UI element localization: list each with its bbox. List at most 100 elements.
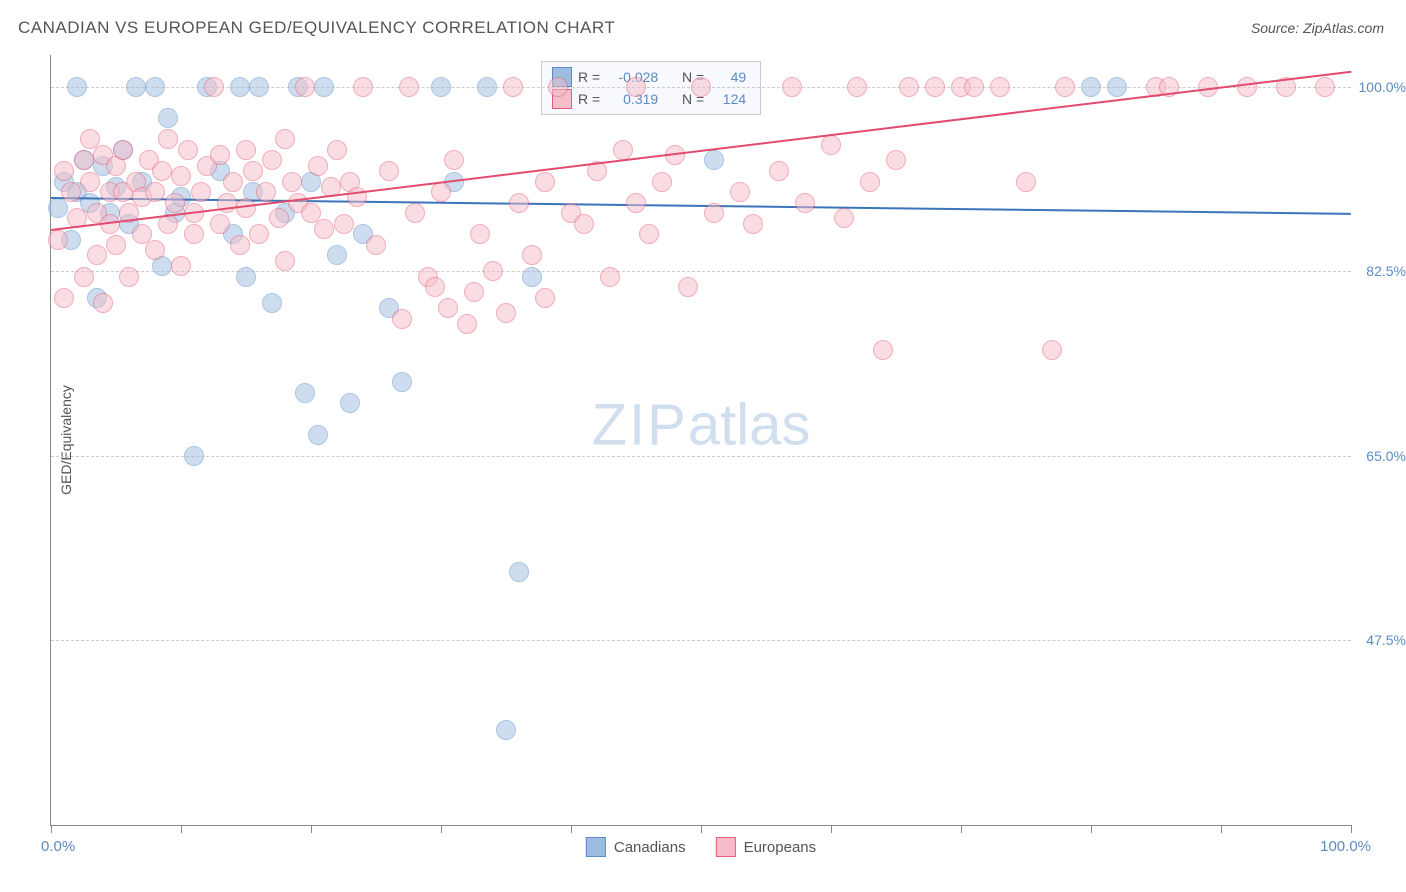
data-point xyxy=(782,77,802,97)
data-point xyxy=(1042,340,1062,360)
data-point xyxy=(847,77,867,97)
x-tick xyxy=(961,825,962,833)
data-point xyxy=(256,182,276,202)
data-point xyxy=(87,245,107,265)
data-point xyxy=(223,172,243,192)
data-point xyxy=(249,224,269,244)
data-point xyxy=(379,161,399,181)
data-point xyxy=(178,140,198,160)
x-tick xyxy=(1351,825,1352,833)
data-point xyxy=(464,282,484,302)
x-tick xyxy=(441,825,442,833)
x-tick xyxy=(311,825,312,833)
gridline xyxy=(51,456,1351,457)
data-point xyxy=(145,240,165,260)
data-point xyxy=(54,161,74,181)
chart-title: CANADIAN VS EUROPEAN GED/EQUIVALENCY COR… xyxy=(18,18,615,38)
y-tick-label: 82.5% xyxy=(1366,263,1406,279)
data-point xyxy=(392,309,412,329)
data-point xyxy=(496,303,516,323)
data-point xyxy=(795,193,815,213)
data-point xyxy=(230,77,250,97)
data-point xyxy=(509,193,529,213)
data-point xyxy=(165,193,185,213)
data-point xyxy=(600,267,620,287)
data-point xyxy=(860,172,880,192)
data-point xyxy=(405,203,425,223)
legend-item: Canadians xyxy=(586,837,686,857)
data-point xyxy=(308,425,328,445)
correlation-legend: R =-0.028 N =49R =0.319 N =124 xyxy=(541,61,761,115)
legend-swatch xyxy=(586,837,606,857)
gridline xyxy=(51,640,1351,641)
chart-container: CANADIAN VS EUROPEAN GED/EQUIVALENCY COR… xyxy=(0,0,1406,892)
data-point xyxy=(61,182,81,202)
legend-row: R =0.319 N =124 xyxy=(552,88,750,110)
data-point xyxy=(535,288,555,308)
data-point xyxy=(522,267,542,287)
data-point xyxy=(503,77,523,97)
data-point xyxy=(327,140,347,160)
data-point xyxy=(1016,172,1036,192)
data-point xyxy=(236,140,256,160)
y-tick-label: 100.0% xyxy=(1359,79,1406,95)
data-point xyxy=(964,77,984,97)
data-point xyxy=(639,224,659,244)
data-point xyxy=(171,166,191,186)
x-tick xyxy=(831,825,832,833)
data-point xyxy=(295,383,315,403)
data-point xyxy=(425,277,445,297)
y-tick-label: 47.5% xyxy=(1366,632,1406,648)
data-point xyxy=(314,219,334,239)
data-point xyxy=(275,129,295,149)
data-point xyxy=(74,150,94,170)
data-point xyxy=(295,77,315,97)
x-tick xyxy=(51,825,52,833)
data-point xyxy=(678,277,698,297)
data-point xyxy=(444,150,464,170)
data-point xyxy=(626,77,646,97)
data-point xyxy=(574,214,594,234)
source-attribution: Source: ZipAtlas.com xyxy=(1251,20,1384,36)
data-point xyxy=(184,446,204,466)
data-point xyxy=(613,140,633,160)
data-point xyxy=(691,77,711,97)
data-point xyxy=(210,214,230,234)
data-point xyxy=(548,77,568,97)
data-point xyxy=(243,161,263,181)
data-point xyxy=(191,182,211,202)
data-point xyxy=(340,393,360,413)
x-axis-max-label: 100.0% xyxy=(1320,838,1371,855)
data-point xyxy=(704,203,724,223)
data-point xyxy=(704,150,724,170)
series-legend: Canadians Europeans xyxy=(586,837,816,857)
data-point xyxy=(210,145,230,165)
data-point xyxy=(873,340,893,360)
data-point xyxy=(1107,77,1127,97)
n-value: 124 xyxy=(714,91,746,107)
legend-swatch xyxy=(716,837,736,857)
data-point xyxy=(80,172,100,192)
data-point xyxy=(886,150,906,170)
data-point xyxy=(119,267,139,287)
data-point xyxy=(925,77,945,97)
x-axis-min-label: 0.0% xyxy=(41,838,75,855)
data-point xyxy=(334,214,354,234)
y-tick-label: 65.0% xyxy=(1366,448,1406,464)
data-point xyxy=(145,182,165,202)
data-point xyxy=(249,77,269,97)
legend-label: Europeans xyxy=(744,839,817,856)
data-point xyxy=(282,172,302,192)
data-point xyxy=(269,208,289,228)
data-point xyxy=(262,293,282,313)
data-point xyxy=(730,182,750,202)
data-point xyxy=(431,77,451,97)
data-point xyxy=(48,230,68,250)
data-point xyxy=(535,172,555,192)
data-point xyxy=(353,77,373,97)
x-tick xyxy=(701,825,702,833)
data-point xyxy=(1055,77,1075,97)
data-point xyxy=(990,77,1010,97)
data-point xyxy=(1081,77,1101,97)
data-point xyxy=(1237,77,1257,97)
